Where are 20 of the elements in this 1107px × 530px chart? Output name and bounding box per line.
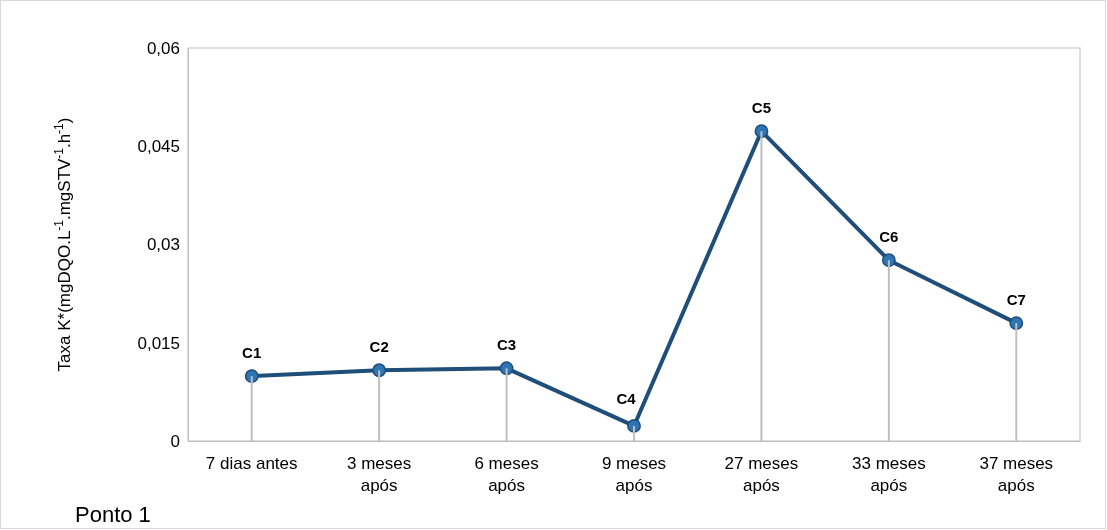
x-tick-label: 6 meses após — [474, 454, 539, 495]
x-tick-label: 27 meses após — [724, 454, 799, 495]
x-tick-label: 3 meses após — [347, 454, 412, 495]
y-tick-label: 0,015 — [137, 333, 180, 353]
y-tick-label: 0,03 — [146, 235, 180, 255]
x-tick-label: 7 dias antes — [205, 454, 298, 473]
annotation: C7 — [1006, 291, 1026, 309]
annotation: C2 — [369, 338, 389, 356]
y-tick-label: 0,045 — [137, 137, 180, 157]
annotation: C4 — [616, 389, 637, 407]
annotation: C1 — [242, 344, 262, 362]
x-tick-label: 37 meses após — [979, 454, 1054, 495]
x-tick-label: 9 meses após — [601, 454, 667, 495]
annotation: C3 — [496, 336, 517, 354]
annotation: C6 — [879, 228, 899, 246]
annotation: C5 — [751, 99, 772, 117]
x-tick-label: 33 meses após — [852, 454, 926, 495]
y-tick-label: 0 — [170, 431, 180, 451]
y-tick-label: 0,06 — [146, 38, 180, 58]
text: Ponto 1 — [75, 502, 151, 527]
